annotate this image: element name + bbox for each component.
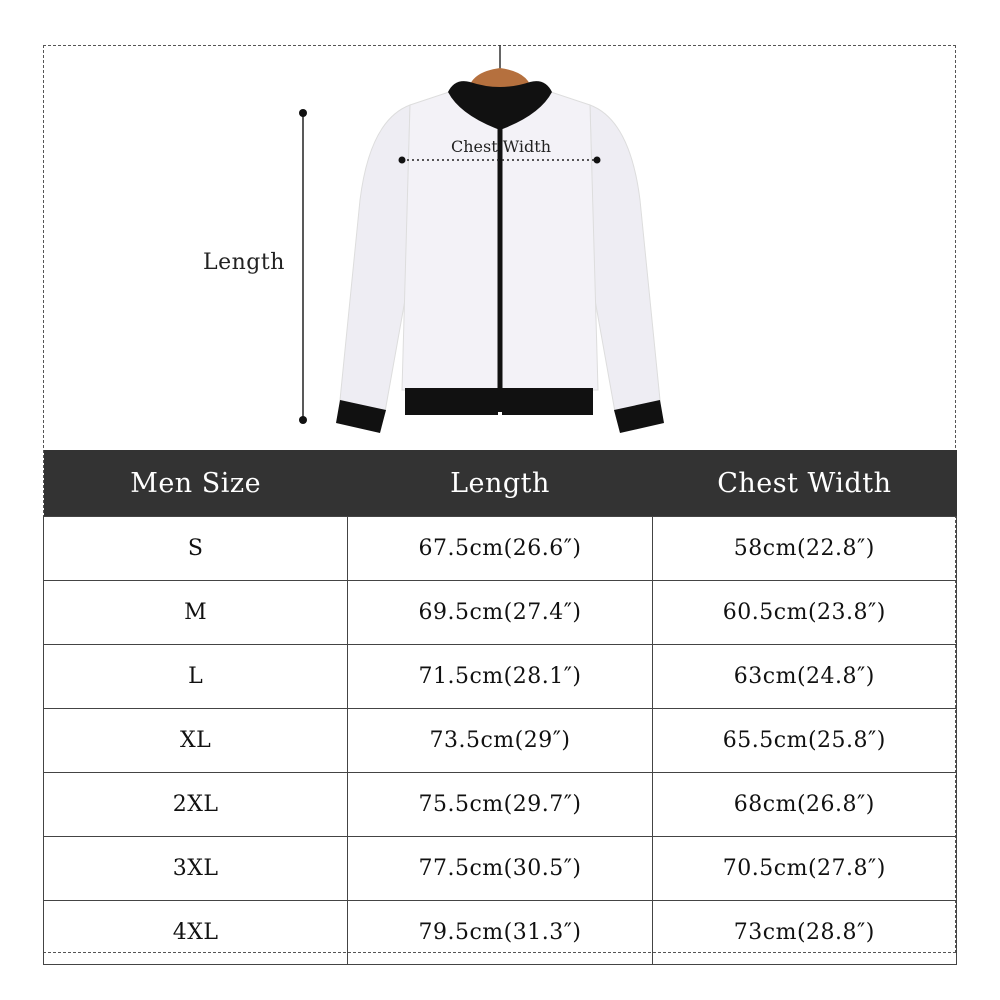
table-row: S 67.5cm(26.6″) 58cm(22.8″): [42, 516, 958, 581]
length-label: Length: [203, 250, 285, 275]
table-row: XL 73.5cm(29″) 65.5cm(25.8″): [42, 708, 958, 773]
right-waistband: [502, 388, 593, 415]
cell-length: 79.5cm(31.3″): [347, 900, 653, 965]
jacket-illustration: [299, 45, 664, 433]
cell-size: S: [42, 516, 349, 581]
cell-chest-width: 63cm(24.8″): [651, 644, 958, 709]
cell-size: XL: [42, 708, 349, 773]
left-cuff: [336, 400, 386, 433]
table-row: 4XL 79.5cm(31.3″) 73cm(28.8″): [42, 900, 958, 965]
cell-chest-width: 58cm(22.8″): [651, 516, 958, 581]
left-waistband: [405, 388, 498, 415]
cell-chest-width: 68cm(26.8″): [651, 772, 958, 837]
cell-length: 77.5cm(30.5″): [347, 836, 653, 901]
right-cuff: [614, 400, 664, 433]
table-row: M 69.5cm(27.4″) 60.5cm(23.8″): [42, 580, 958, 645]
cell-length: 73.5cm(29″): [347, 708, 653, 773]
table-row: 3XL 77.5cm(30.5″) 70.5cm(27.8″): [42, 836, 958, 901]
table-header-row: Men Size Length Chest Width: [43, 450, 957, 517]
cell-chest-width: 70.5cm(27.8″): [651, 836, 958, 901]
cell-length: 71.5cm(28.1″): [347, 644, 653, 709]
table-row: 2XL 75.5cm(29.7″) 68cm(26.8″): [42, 772, 958, 837]
cell-size: 2XL: [42, 772, 349, 837]
cell-length: 67.5cm(26.6″): [347, 516, 653, 581]
header-size: Men Size: [43, 450, 348, 517]
header-chest-width: Chest Width: [652, 450, 957, 517]
cell-size: 4XL: [42, 900, 349, 965]
collar: [448, 81, 552, 130]
cell-chest-width: 73cm(28.8″): [651, 900, 958, 965]
cell-length: 75.5cm(29.7″): [347, 772, 653, 837]
cell-size: 3XL: [42, 836, 349, 901]
cell-size: L: [42, 644, 349, 709]
table-row: L 71.5cm(28.1″) 63cm(24.8″): [42, 644, 958, 709]
cell-chest-width: 65.5cm(25.8″): [651, 708, 958, 773]
right-sleeve: [589, 104, 661, 413]
chest-width-label: Chest Width: [451, 137, 551, 156]
size-table: Men Size Length Chest Width S 67.5cm(26.6…: [42, 450, 958, 965]
cell-chest-width: 60.5cm(23.8″): [651, 580, 958, 645]
header-length: Length: [347, 450, 653, 517]
cell-length: 69.5cm(27.4″): [347, 580, 653, 645]
cell-size: M: [42, 580, 349, 645]
left-sleeve: [339, 104, 411, 413]
